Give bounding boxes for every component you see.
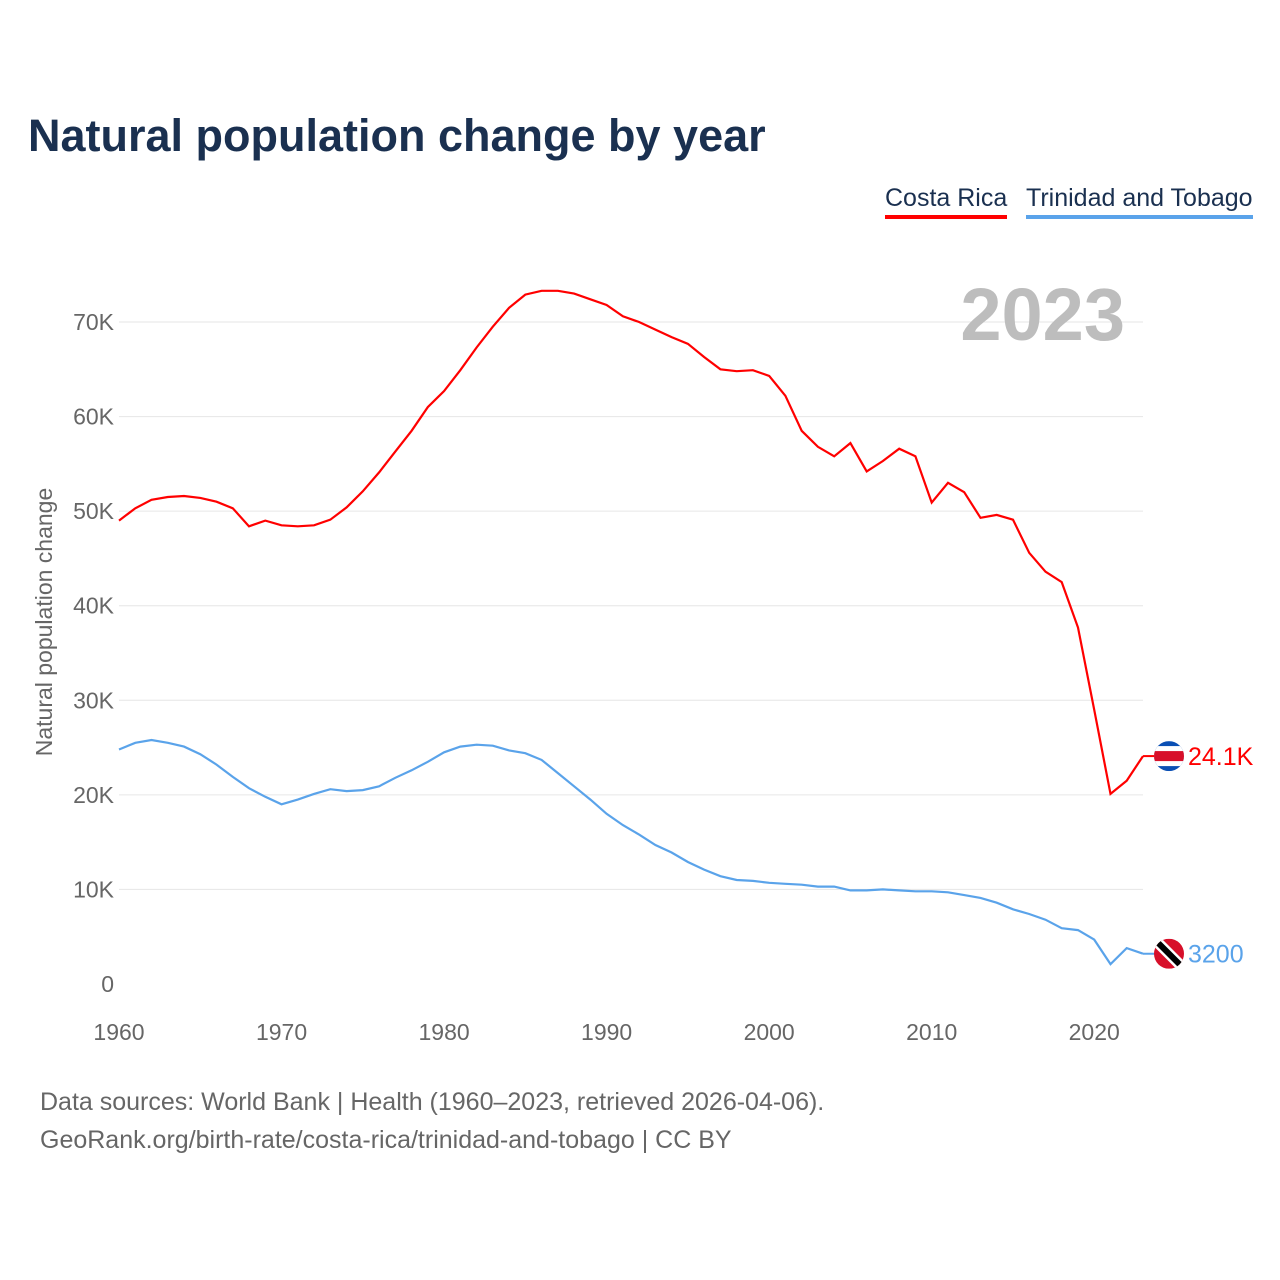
- legend-trinidad-and-tobago[interactable]: Trinidad and Tobago: [1026, 184, 1253, 219]
- end-value-label: 24.1K: [1188, 743, 1254, 771]
- y-axis-label: Natural population change: [31, 488, 57, 757]
- chart-title: Natural population change by year: [28, 110, 766, 161]
- x-tick-label: 2020: [1069, 1019, 1120, 1045]
- x-tick-label: 1990: [581, 1019, 632, 1045]
- y-tick-label: 10K: [73, 876, 115, 902]
- y-tick-label: 30K: [73, 687, 115, 713]
- y-tick-label: 50K: [73, 498, 115, 524]
- footer-url: GeoRank.org/birth-rate/costa-rica/trinid…: [40, 1126, 732, 1154]
- x-tick-label: 2010: [906, 1019, 957, 1045]
- highlight-year: 2023: [960, 273, 1125, 356]
- trinidad-and-tobago-flag-icon: [1154, 938, 1184, 969]
- costa-rica-flag-icon: [1154, 741, 1184, 772]
- x-tick-label: 1970: [256, 1019, 307, 1045]
- footer-sources: Data sources: World Bank | Health (1960–…: [40, 1088, 825, 1116]
- x-tick-label: 1980: [418, 1019, 469, 1045]
- x-tick-label: 1960: [93, 1019, 144, 1045]
- y-tick-label: 60K: [73, 404, 115, 430]
- series-line-trinidad-and-tobago: [118, 738, 1144, 966]
- y-tick-label: 70K: [73, 309, 115, 335]
- y-tick-label: 0: [101, 971, 114, 997]
- end-value-label: 3200: [1188, 941, 1244, 969]
- y-tick-label: 20K: [73, 782, 115, 808]
- legend-costa-rica[interactable]: Costa Rica: [885, 184, 1008, 219]
- x-tick-label: 2000: [744, 1019, 795, 1045]
- y-tick-label: 40K: [73, 593, 115, 619]
- line-chart: 0 10K 20K 30K 40K 50K 60K 70K 1960 1970 1980 1990 20…: [31, 273, 1254, 1045]
- series-line-costa-rica: [118, 289, 1144, 796]
